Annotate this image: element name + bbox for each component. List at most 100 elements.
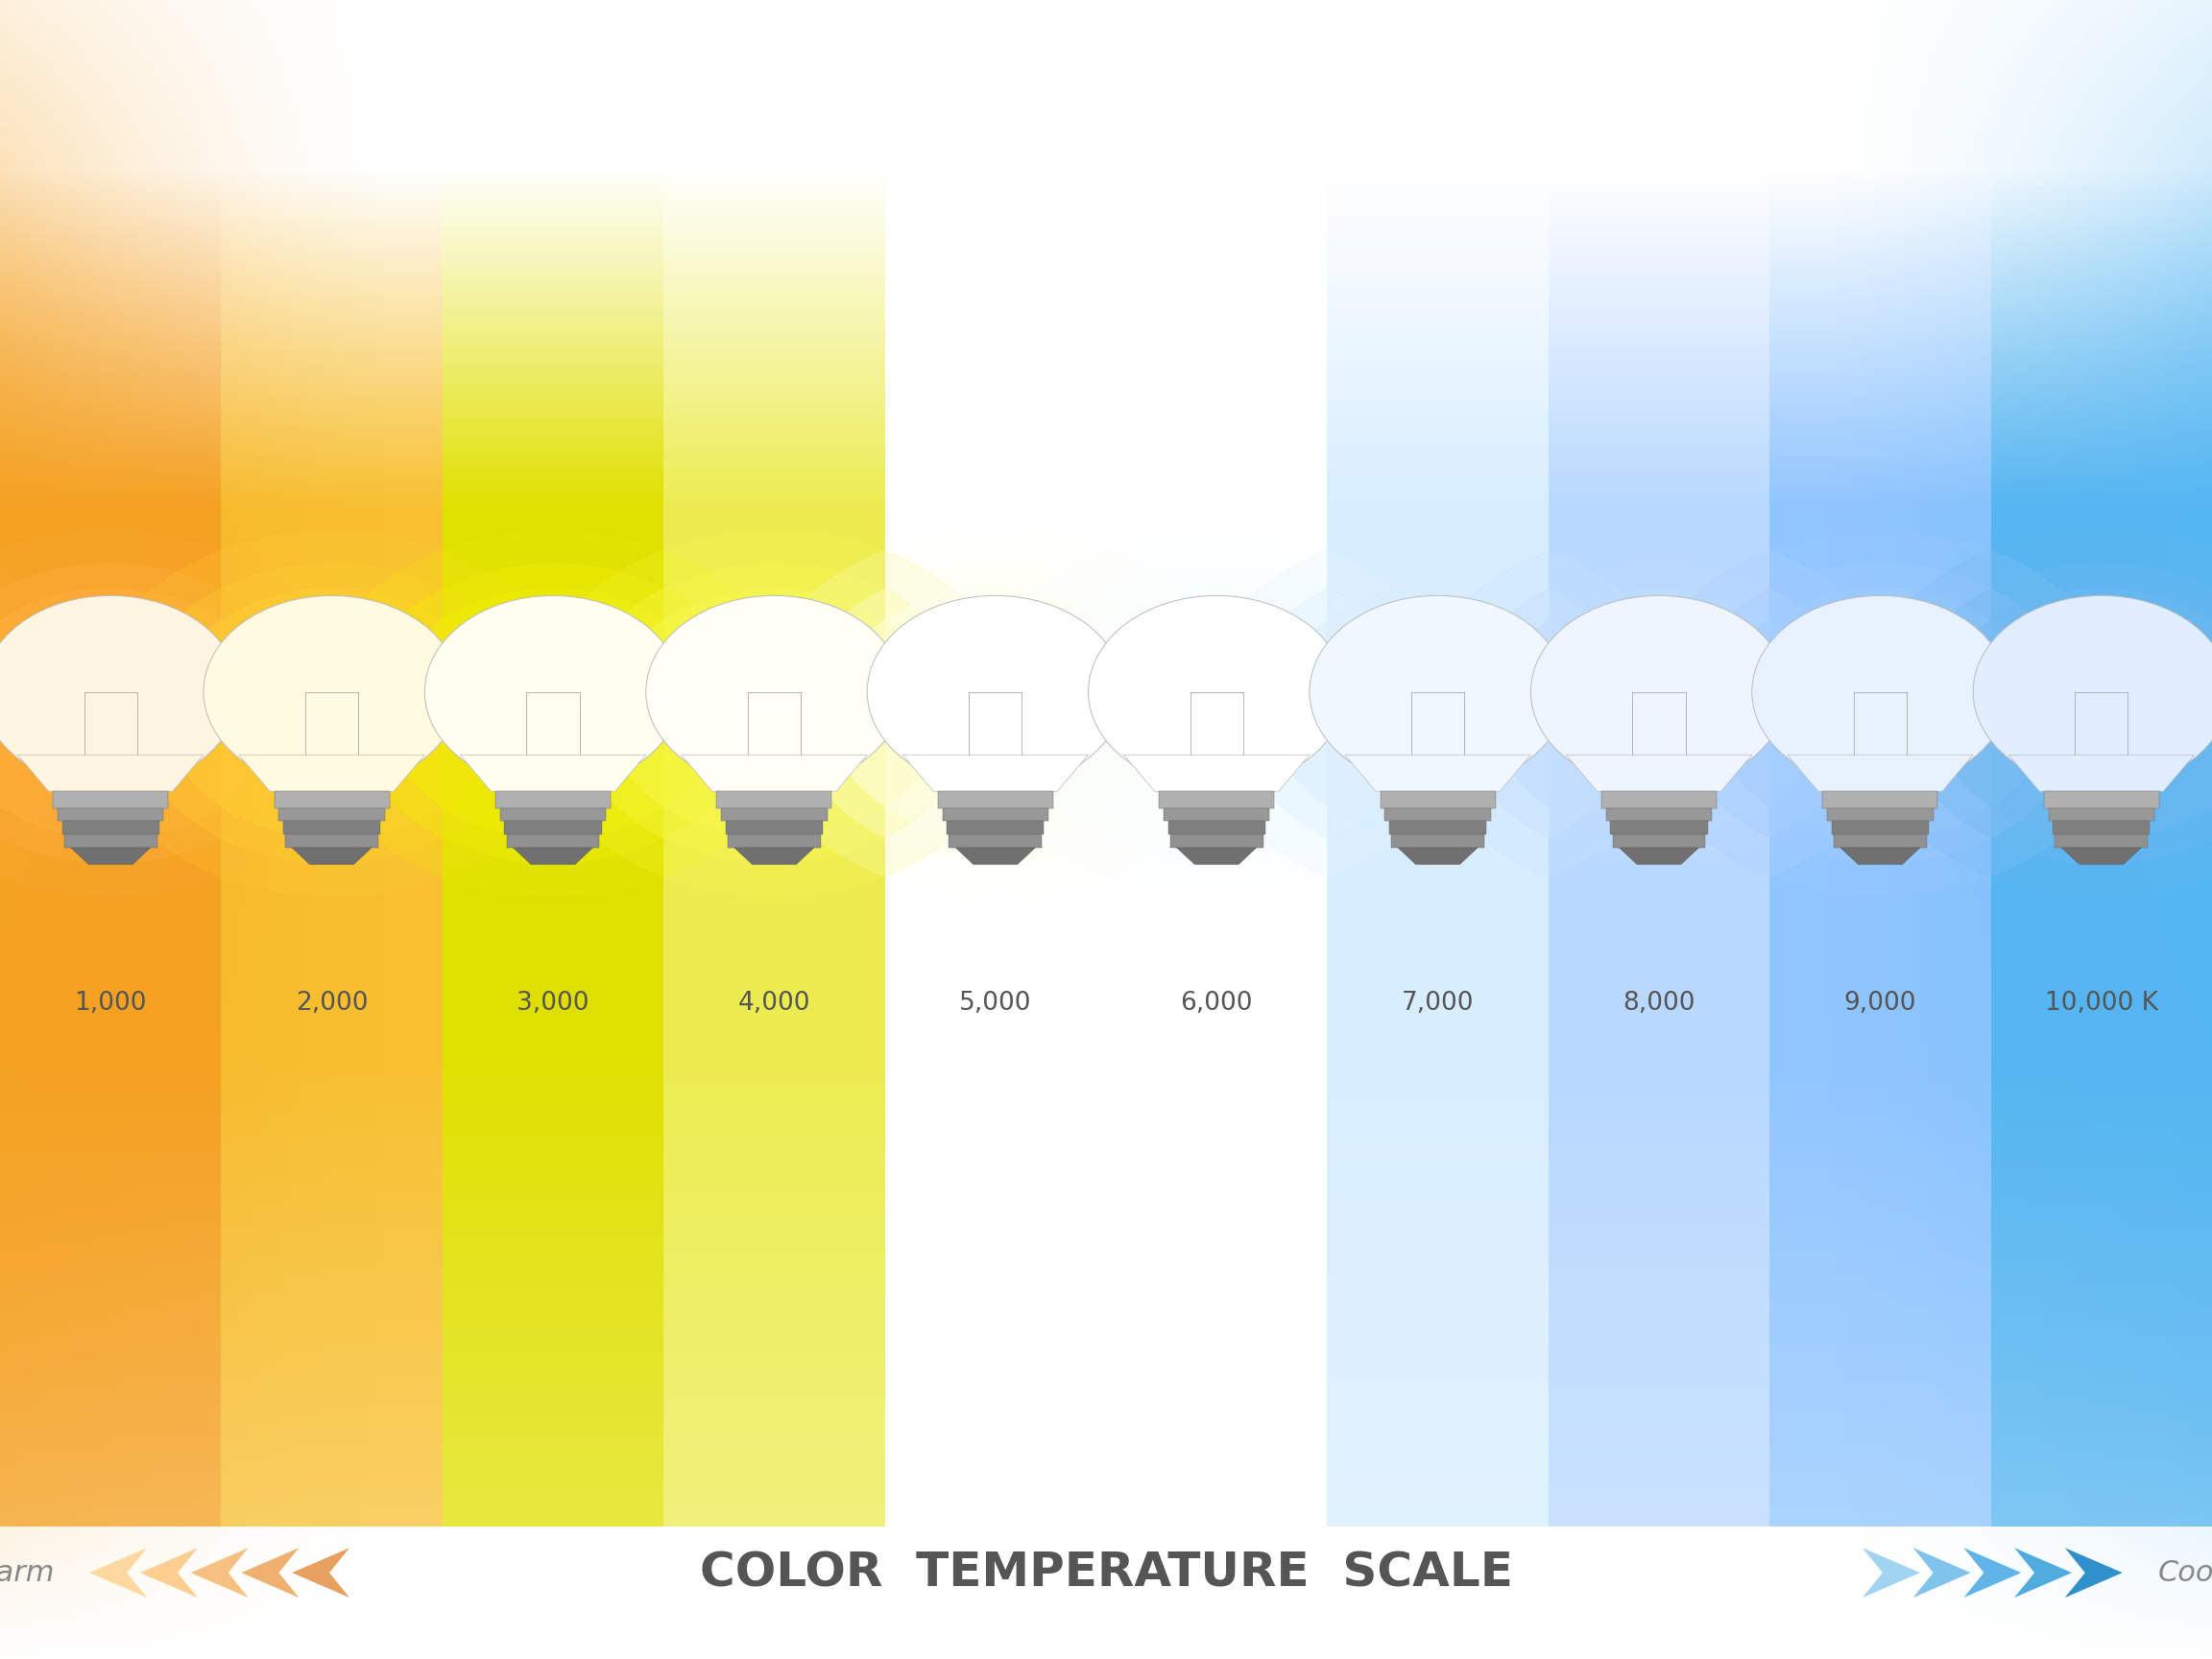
FancyBboxPatch shape bbox=[2053, 821, 2150, 834]
Circle shape bbox=[867, 596, 1124, 788]
Polygon shape bbox=[241, 1548, 299, 1598]
Polygon shape bbox=[2062, 848, 2141, 864]
FancyBboxPatch shape bbox=[1613, 834, 1705, 848]
Polygon shape bbox=[1840, 848, 1920, 864]
Circle shape bbox=[1973, 596, 2212, 788]
FancyBboxPatch shape bbox=[283, 821, 380, 834]
Circle shape bbox=[387, 589, 719, 838]
Circle shape bbox=[1194, 531, 1681, 896]
Text: 8,000: 8,000 bbox=[1624, 990, 1694, 1017]
Polygon shape bbox=[1863, 1548, 1920, 1598]
Circle shape bbox=[354, 564, 752, 863]
Circle shape bbox=[133, 564, 531, 863]
Text: Warm: Warm bbox=[0, 1559, 55, 1586]
FancyBboxPatch shape bbox=[279, 808, 385, 821]
Circle shape bbox=[575, 564, 973, 863]
FancyBboxPatch shape bbox=[721, 808, 827, 821]
Polygon shape bbox=[2015, 1548, 2073, 1598]
Circle shape bbox=[1681, 564, 2079, 863]
Circle shape bbox=[608, 589, 940, 838]
Polygon shape bbox=[513, 848, 593, 864]
FancyBboxPatch shape bbox=[53, 791, 168, 808]
Circle shape bbox=[0, 531, 354, 896]
Circle shape bbox=[1752, 596, 2008, 788]
FancyBboxPatch shape bbox=[1823, 791, 1938, 808]
Polygon shape bbox=[460, 755, 646, 791]
Polygon shape bbox=[292, 1548, 349, 1598]
Polygon shape bbox=[139, 1548, 197, 1598]
FancyBboxPatch shape bbox=[2044, 791, 2159, 808]
Polygon shape bbox=[1398, 848, 1478, 864]
FancyBboxPatch shape bbox=[2055, 834, 2148, 848]
FancyBboxPatch shape bbox=[1391, 834, 1484, 848]
Circle shape bbox=[1858, 531, 2212, 896]
Circle shape bbox=[310, 531, 796, 896]
FancyBboxPatch shape bbox=[1159, 791, 1274, 808]
Polygon shape bbox=[292, 848, 372, 864]
FancyBboxPatch shape bbox=[1385, 808, 1491, 821]
FancyBboxPatch shape bbox=[1610, 821, 1708, 834]
Circle shape bbox=[0, 596, 239, 788]
Polygon shape bbox=[681, 755, 867, 791]
Circle shape bbox=[204, 596, 460, 788]
Polygon shape bbox=[18, 755, 204, 791]
FancyBboxPatch shape bbox=[2048, 808, 2154, 821]
Polygon shape bbox=[956, 848, 1035, 864]
Text: 1,000: 1,000 bbox=[75, 990, 146, 1017]
Text: 2,000: 2,000 bbox=[296, 990, 367, 1017]
Circle shape bbox=[1493, 589, 1825, 838]
FancyBboxPatch shape bbox=[495, 791, 611, 808]
Circle shape bbox=[1714, 589, 2046, 838]
Circle shape bbox=[1088, 596, 1345, 788]
Circle shape bbox=[830, 589, 1161, 838]
Polygon shape bbox=[190, 1548, 248, 1598]
Text: 7,000: 7,000 bbox=[1402, 990, 1473, 1017]
FancyBboxPatch shape bbox=[500, 808, 606, 821]
Text: 6,000: 6,000 bbox=[1181, 990, 1252, 1017]
Circle shape bbox=[531, 531, 1018, 896]
Circle shape bbox=[1239, 564, 1637, 863]
Circle shape bbox=[1051, 589, 1382, 838]
Polygon shape bbox=[902, 755, 1088, 791]
FancyBboxPatch shape bbox=[1168, 821, 1265, 834]
FancyBboxPatch shape bbox=[949, 834, 1042, 848]
FancyBboxPatch shape bbox=[62, 821, 159, 834]
FancyBboxPatch shape bbox=[1606, 808, 1712, 821]
Polygon shape bbox=[2008, 755, 2194, 791]
Polygon shape bbox=[2066, 1548, 2124, 1598]
FancyBboxPatch shape bbox=[504, 821, 602, 834]
Circle shape bbox=[166, 589, 498, 838]
FancyBboxPatch shape bbox=[1164, 808, 1270, 821]
Text: Cool: Cool bbox=[2157, 1559, 2212, 1586]
Circle shape bbox=[1637, 531, 2124, 896]
FancyBboxPatch shape bbox=[942, 808, 1048, 821]
FancyBboxPatch shape bbox=[1832, 821, 1929, 834]
FancyBboxPatch shape bbox=[1380, 791, 1495, 808]
Polygon shape bbox=[1913, 1548, 1971, 1598]
FancyBboxPatch shape bbox=[1601, 791, 1717, 808]
Text: 10,000 K: 10,000 K bbox=[2044, 990, 2159, 1017]
Polygon shape bbox=[734, 848, 814, 864]
Circle shape bbox=[646, 596, 902, 788]
FancyBboxPatch shape bbox=[507, 834, 599, 848]
FancyBboxPatch shape bbox=[728, 834, 821, 848]
Polygon shape bbox=[1177, 848, 1256, 864]
Polygon shape bbox=[71, 848, 150, 864]
Polygon shape bbox=[1124, 755, 1310, 791]
Circle shape bbox=[425, 596, 681, 788]
Circle shape bbox=[973, 531, 1460, 896]
Circle shape bbox=[1460, 564, 1858, 863]
FancyBboxPatch shape bbox=[64, 834, 157, 848]
Polygon shape bbox=[1566, 755, 1752, 791]
Polygon shape bbox=[1964, 1548, 2022, 1598]
FancyBboxPatch shape bbox=[726, 821, 823, 834]
Circle shape bbox=[88, 531, 575, 896]
Circle shape bbox=[0, 564, 310, 863]
Circle shape bbox=[1936, 589, 2212, 838]
Circle shape bbox=[752, 531, 1239, 896]
Circle shape bbox=[1531, 596, 1787, 788]
Polygon shape bbox=[88, 1548, 146, 1598]
FancyBboxPatch shape bbox=[938, 791, 1053, 808]
Text: COLOR  TEMPERATURE  SCALE: COLOR TEMPERATURE SCALE bbox=[699, 1550, 1513, 1596]
FancyBboxPatch shape bbox=[1389, 821, 1486, 834]
